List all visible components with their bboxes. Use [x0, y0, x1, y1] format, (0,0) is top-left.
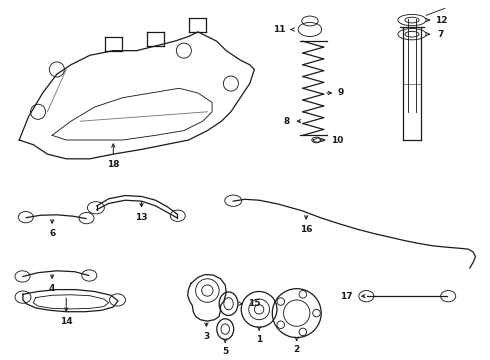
Text: 15: 15	[248, 299, 261, 308]
Text: 11: 11	[272, 25, 285, 34]
Text: 6: 6	[49, 229, 55, 238]
Text: 12: 12	[436, 15, 448, 24]
Text: 10: 10	[331, 135, 343, 144]
Text: 2: 2	[294, 345, 300, 354]
Text: 17: 17	[340, 292, 352, 301]
Text: 14: 14	[60, 317, 73, 326]
Text: 16: 16	[300, 225, 313, 234]
Text: 13: 13	[135, 213, 148, 222]
Text: 1: 1	[256, 335, 262, 344]
Text: 8: 8	[283, 117, 290, 126]
Text: 4: 4	[49, 284, 55, 293]
Text: 5: 5	[222, 347, 228, 356]
Text: 18: 18	[107, 160, 120, 169]
Text: 3: 3	[203, 332, 210, 341]
Text: 7: 7	[437, 30, 443, 39]
Text: 9: 9	[338, 89, 344, 98]
